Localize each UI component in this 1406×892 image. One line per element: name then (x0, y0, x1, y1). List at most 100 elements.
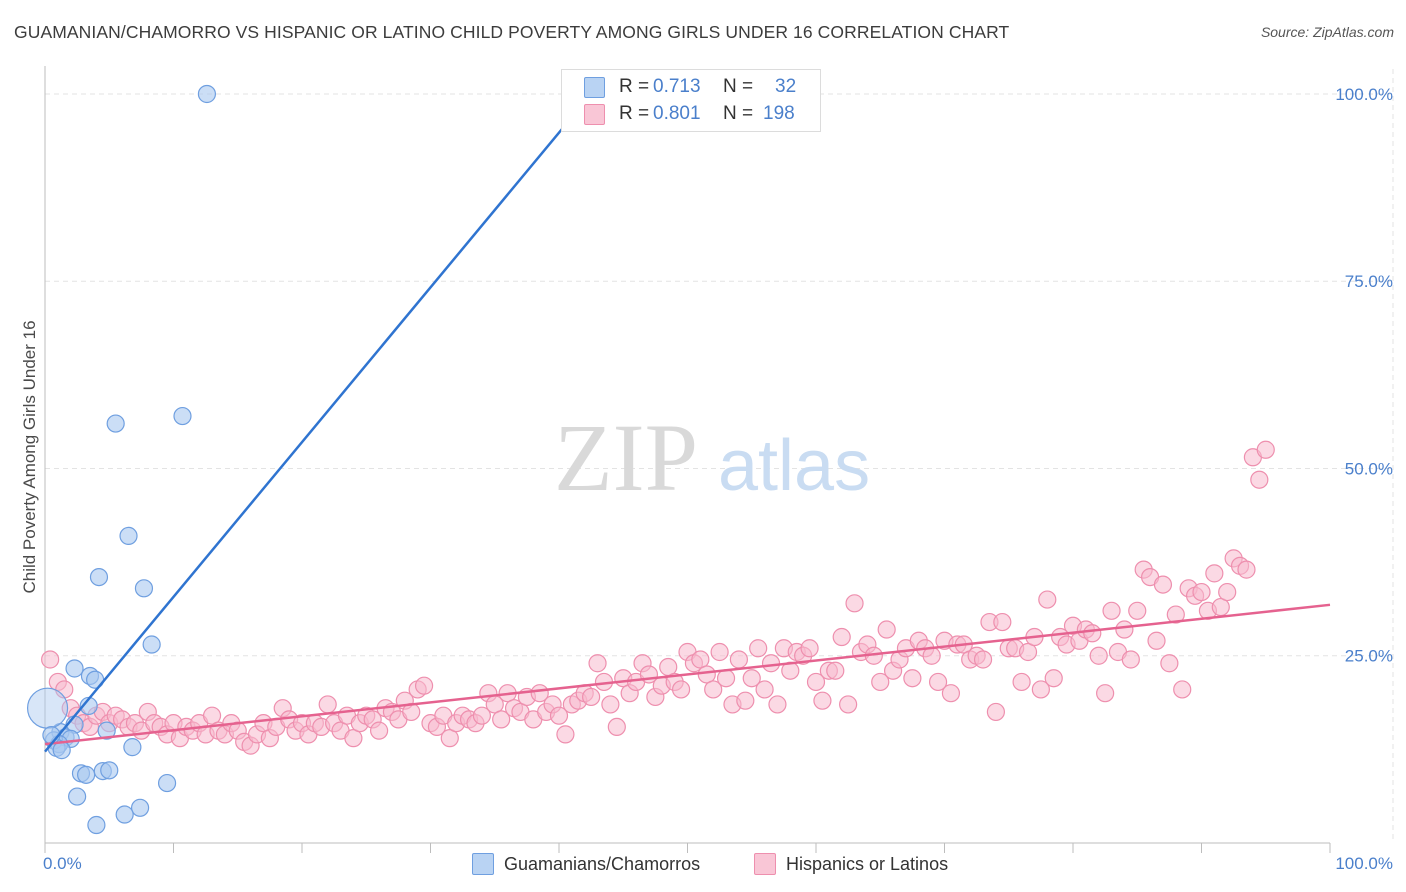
hispanic-point (370, 721, 389, 740)
hispanic-point (1218, 582, 1237, 602)
hispanic-point (1115, 620, 1134, 639)
chart-title: GUAMANIAN/CHAMORRO VS HISPANIC OR LATINO… (14, 22, 1010, 42)
hispanic-point (1018, 642, 1038, 662)
hispanic-point (871, 672, 890, 692)
hispanic-point (986, 702, 1006, 722)
hispanic-point (1089, 646, 1108, 665)
legend-r-label: R = (619, 76, 650, 97)
guamanian-point (97, 721, 116, 740)
hispanic-point (973, 650, 993, 669)
legend-label: Guamanians/Chamorros (504, 853, 701, 874)
hispanic-point (492, 710, 511, 729)
hispanic-point (607, 717, 626, 737)
hispanic-point (1147, 631, 1166, 650)
hispanic-point (41, 650, 60, 669)
hispanic-point (877, 620, 896, 639)
hispanic-point (845, 594, 864, 613)
hispanic-point (813, 691, 832, 710)
legend-r-value: 0.713 (653, 76, 701, 97)
legend-r-label: R = (619, 103, 650, 124)
guamanian-trend-line (44, 93, 593, 753)
hispanic-point (704, 680, 723, 699)
hispanic-point (1160, 654, 1179, 673)
hispanic-point (1256, 440, 1275, 459)
hispanic-point (1044, 669, 1063, 688)
hispanic-point (1128, 601, 1147, 620)
hispanic-point (344, 729, 363, 748)
hispanic-point (588, 654, 607, 673)
guamanian-point (134, 579, 154, 598)
guamanian-point (106, 414, 125, 433)
hispanic-points (41, 440, 1275, 755)
y-axis-label: Child Poverty Among Girls Under 16 (20, 320, 39, 593)
axes (44, 66, 1331, 853)
legend-swatch-blue (584, 76, 605, 98)
hispanic-point (832, 627, 851, 647)
hispanic-point (768, 695, 787, 714)
y-tick-label: 100.0% (1335, 85, 1393, 104)
legend-r-value: 0.801 (653, 103, 701, 124)
grid (45, 69, 1394, 843)
legend-swatch-pink (754, 853, 776, 875)
hispanic-point (761, 654, 781, 673)
watermark-zip: ZIP (554, 404, 698, 511)
hispanic-point (742, 669, 761, 688)
hispanic-point (826, 661, 845, 680)
hispanic-point (941, 684, 961, 703)
guamanian-point (89, 567, 109, 587)
legend-row-guamanian: R = 0.713 N = 32 (584, 75, 796, 99)
watermark-atlas: atlas (718, 426, 870, 506)
hispanic-point (1237, 560, 1256, 579)
legend-item-hispanic[interactable]: Hispanics or Latinos (754, 851, 948, 877)
hispanic-point (1153, 575, 1173, 594)
hispanic-point (414, 676, 434, 695)
legend-n-value: 198 (763, 103, 795, 124)
x-tick-label: 100.0% (1335, 854, 1393, 873)
hispanic-point (202, 706, 222, 725)
guamanian-point (65, 659, 84, 678)
x-tick-label: 0.0% (43, 854, 82, 873)
legend-item-guamanian[interactable]: Guamanians/Chamorros (472, 851, 700, 877)
hispanic-point (671, 680, 691, 699)
hispanic-point (1205, 564, 1224, 583)
guamanian-point (68, 787, 87, 806)
hispanic-point (1166, 605, 1185, 624)
hispanic-point (1192, 582, 1211, 602)
guamanian-point (26, 687, 69, 729)
hispanic-point (755, 680, 774, 699)
hispanic-point (736, 691, 755, 710)
hispanic-point (716, 669, 736, 688)
hispanic-point (729, 650, 749, 669)
y-tick-label: 50.0% (1345, 459, 1393, 478)
hispanic-point (1038, 590, 1057, 609)
hispanic-point (1250, 470, 1269, 489)
hispanic-point (749, 639, 768, 658)
hispanic-point (928, 672, 948, 692)
guamanian-point (115, 805, 134, 824)
guamanian-point (173, 406, 192, 426)
guamanian-point (87, 815, 106, 835)
hispanic-point (318, 695, 337, 714)
hispanic-point (1121, 650, 1140, 669)
guamanian-point (130, 798, 150, 817)
correlation-legend: R = 0.713 N = 32 R = 0.801 N = 198 (561, 69, 821, 132)
hispanic-point (601, 695, 620, 714)
hispanic-trend-line (44, 603, 1331, 746)
hispanic-point (582, 687, 601, 707)
hispanic-point (806, 672, 826, 692)
legend-n-value: 32 (775, 76, 797, 97)
hispanic-point (710, 642, 729, 662)
hispanic-point (903, 669, 922, 688)
hispanic-point (472, 706, 491, 725)
hispanic-point (1096, 684, 1115, 703)
legend-swatch-pink (584, 103, 605, 125)
guamanian-point (119, 526, 138, 546)
hispanic-point (1031, 680, 1050, 699)
legend-label: Hispanics or Latinos (786, 853, 949, 874)
legend-row-hispanic: R = 0.801 N = 198 (584, 102, 795, 126)
guamanian-point (142, 635, 161, 654)
hispanic-point (1102, 601, 1121, 620)
legend-n-label: N = (723, 76, 754, 97)
hispanic-point (556, 725, 575, 744)
